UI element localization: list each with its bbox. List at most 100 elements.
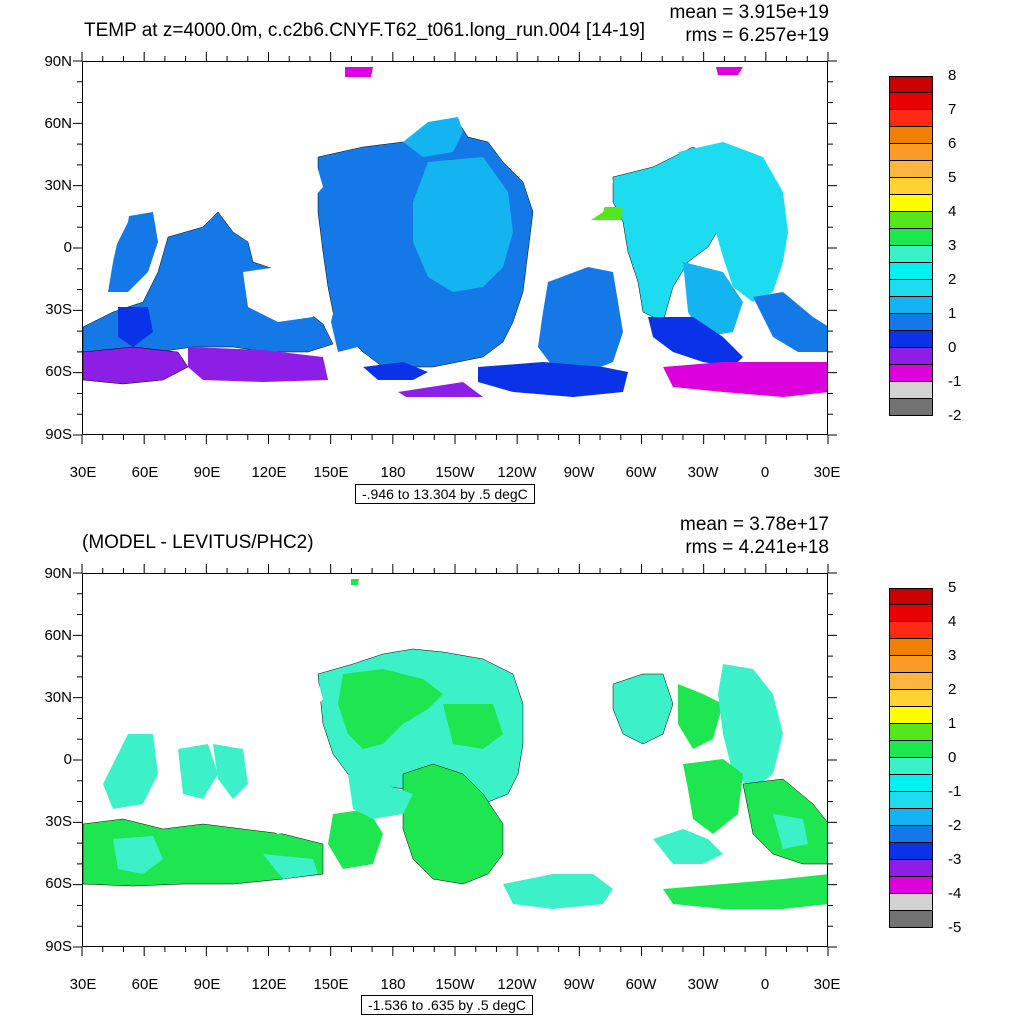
colorbar-label: 5 [948, 169, 957, 186]
pacific-core-anom-b [443, 704, 503, 749]
lon-label: 90W [563, 464, 595, 481]
bottom-map-panel: (MODEL - LEVITUS/PHC2) mean = 3.78e+17 r… [0, 512, 1024, 1024]
colorbar-swatch [889, 246, 933, 263]
lat-label: 30S [45, 301, 72, 318]
greenland-land [703, 82, 803, 137]
colorbar-label: 0 [948, 749, 957, 766]
colorbar-swatch [889, 331, 933, 348]
atlantic-north-anom-b [678, 684, 723, 749]
bottom-rms-stat: rms = 4.241e+18 [685, 537, 829, 558]
americas-land [513, 634, 613, 864]
indian-ocean-anom-b [178, 744, 218, 799]
lat-label: 90N [44, 565, 72, 582]
pacific-south-anom [402, 763, 504, 885]
lon-label: 90W [563, 976, 595, 993]
colorbar-label: 3 [948, 647, 957, 664]
colorbar-swatch [889, 758, 933, 775]
lat-label: 60N [44, 115, 72, 132]
colorbar-swatch [889, 399, 933, 416]
colorbar-swatch [889, 178, 933, 195]
colorbar-swatch [889, 605, 933, 622]
arctic-b-field [716, 67, 743, 75]
colorbar-label: 1 [948, 305, 957, 322]
pacific-deep-field [413, 157, 513, 292]
lon-label: 60E [131, 976, 159, 993]
lat-label: 60N [44, 627, 72, 644]
south-indian-anom-b [113, 836, 163, 874]
lat-label: 30N [44, 689, 72, 706]
tasman-anom [328, 809, 383, 869]
antarctica-land [83, 909, 827, 946]
bottom-map-plot [82, 573, 828, 947]
bottom-range-label: -1.536 to .635 by .5 degC [361, 995, 533, 1015]
top-map-title: TEMP at z=4000.0m, c.c2b6.CNYF.T62_t061.… [84, 20, 646, 41]
colorbar-swatch [889, 195, 933, 212]
southeast-pacific-anom [503, 874, 613, 909]
colorbar-swatch [889, 144, 933, 161]
bottom-colorbar [889, 588, 933, 928]
colorbar-swatch [889, 622, 933, 639]
tropical-pacific-anom [348, 774, 413, 819]
lon-label: 120W [497, 464, 537, 481]
arctic-a-field [345, 67, 373, 77]
lat-label: 30N [44, 177, 72, 194]
colorbar-swatch [889, 639, 933, 656]
lon-label: 30E [813, 976, 841, 993]
top-map-panel: TEMP at z=4000.0m, c.c2b6.CNYF.T62_t061.… [44, 2, 962, 504]
colorbar-swatch [889, 348, 933, 365]
colorbar-swatch [889, 809, 933, 826]
colorbar-swatch [889, 588, 933, 605]
kerguelen-field [118, 307, 153, 347]
lon-label: 60E [131, 464, 159, 481]
lat-label: 60S [45, 875, 72, 892]
bay-field [178, 227, 213, 272]
arctic-anom [351, 579, 359, 585]
colorbar-swatch [889, 297, 933, 314]
top-map-field [83, 67, 827, 434]
southeast-pacific-field [478, 362, 628, 397]
atlantic-north-anom [612, 673, 674, 745]
brazil-basin-field [683, 262, 743, 337]
colorbar-swatch [889, 860, 933, 877]
colorbar-swatch [889, 382, 933, 399]
colorbar-swatch [889, 843, 933, 860]
colorbar-swatch [889, 707, 933, 724]
lon-label: 60W [625, 976, 657, 993]
top-range-label: -.946 to 13.304 by .5 degC [355, 484, 535, 504]
colorbar-label: -1 [948, 373, 962, 390]
americas-land [513, 122, 613, 352]
colorbar-label: -1 [948, 783, 962, 800]
top-colorbar [889, 76, 933, 416]
top-map-plot [82, 61, 828, 435]
colorbar-swatch [889, 212, 933, 229]
lon-label: 180 [380, 976, 406, 993]
lon-label: 120E [251, 976, 287, 993]
lon-label: 30W [687, 976, 719, 993]
colorbar-swatch [889, 724, 933, 741]
southern-ocean-center-field [188, 347, 328, 382]
lon-label: 30E [69, 464, 97, 481]
atlantic-south-anom-b [773, 814, 808, 849]
colorbar-label: -2 [948, 407, 962, 424]
pacific-core-anom [338, 669, 443, 749]
colorbar-label: 4 [948, 203, 957, 220]
lon-label: 120W [497, 976, 537, 993]
lon-label: 150W [435, 976, 475, 993]
south-indian-anom-c [263, 854, 318, 879]
lon-label: 150W [435, 464, 475, 481]
lon-label: 0 [760, 976, 770, 993]
lon-label: 0 [760, 464, 770, 481]
colorbar-label: 4 [948, 613, 957, 630]
eurasia-land [143, 152, 323, 232]
atlantic-eq-anom [683, 759, 743, 834]
lon-label: 30E [69, 976, 97, 993]
south-atlantic-west-anom [653, 829, 723, 864]
top-mean-stat: mean = 3.915e+19 [669, 2, 829, 23]
top-rms-stat: rms = 6.257e+19 [685, 25, 829, 46]
colorbar-swatch [889, 127, 933, 144]
lat-label: 90S [45, 938, 72, 955]
lon-label: 150E [313, 976, 349, 993]
eurasia-land [143, 664, 323, 744]
colorbar-label: 1 [948, 715, 957, 732]
africa-land [83, 157, 133, 297]
